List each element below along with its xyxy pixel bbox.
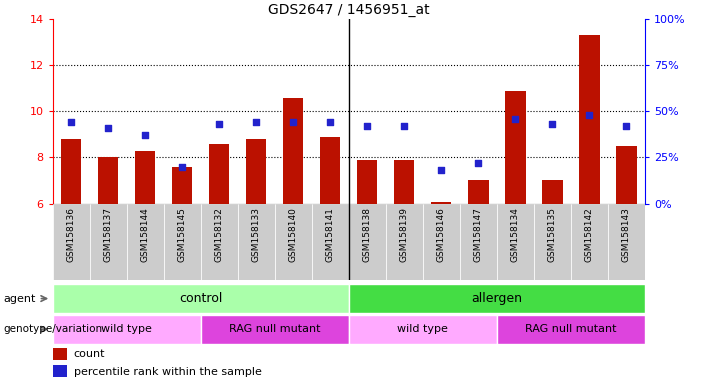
Text: GSM158132: GSM158132 xyxy=(215,207,224,262)
Text: GSM158138: GSM158138 xyxy=(362,207,372,262)
Bar xyxy=(163,204,200,280)
Text: GSM158147: GSM158147 xyxy=(474,207,483,262)
Text: GSM158135: GSM158135 xyxy=(548,207,557,262)
Bar xyxy=(238,204,275,280)
Text: GSM158140: GSM158140 xyxy=(289,207,298,262)
Point xyxy=(584,112,595,118)
Text: percentile rank within the sample: percentile rank within the sample xyxy=(74,366,261,377)
Bar xyxy=(209,144,229,204)
Bar xyxy=(320,137,341,204)
Bar xyxy=(200,204,238,280)
Bar xyxy=(349,204,386,280)
Text: RAG null mutant: RAG null mutant xyxy=(525,324,617,334)
Bar xyxy=(571,204,608,280)
Point xyxy=(139,132,151,138)
Bar xyxy=(283,98,304,204)
Point xyxy=(214,121,225,127)
Text: GSM158137: GSM158137 xyxy=(104,207,113,262)
Text: control: control xyxy=(179,292,222,305)
Text: GSM158136: GSM158136 xyxy=(67,207,76,262)
Text: GSM158134: GSM158134 xyxy=(511,207,520,262)
Bar xyxy=(312,204,349,280)
Bar xyxy=(135,151,156,204)
Bar xyxy=(542,180,562,204)
Bar xyxy=(497,315,645,344)
Text: GSM158142: GSM158142 xyxy=(585,207,594,262)
Title: GDS2647 / 1456951_at: GDS2647 / 1456951_at xyxy=(268,3,430,17)
Bar xyxy=(505,91,526,204)
Bar xyxy=(608,204,645,280)
Text: GSM158143: GSM158143 xyxy=(622,207,631,262)
Bar xyxy=(394,160,414,204)
Bar xyxy=(172,167,192,204)
Bar xyxy=(53,284,349,313)
Bar xyxy=(53,365,67,377)
Bar xyxy=(246,139,266,204)
Point xyxy=(621,123,632,129)
Text: wild type: wild type xyxy=(397,324,448,334)
Bar xyxy=(275,204,312,280)
Bar xyxy=(423,204,460,280)
Bar xyxy=(127,204,163,280)
Bar xyxy=(460,204,497,280)
Point xyxy=(102,125,114,131)
Bar xyxy=(386,204,423,280)
Bar xyxy=(98,157,118,204)
Point xyxy=(325,119,336,126)
Bar xyxy=(579,35,599,204)
Text: GSM158139: GSM158139 xyxy=(400,207,409,262)
Point xyxy=(287,119,299,126)
Point xyxy=(510,116,521,122)
Bar xyxy=(357,160,377,204)
Bar xyxy=(468,180,489,204)
Bar xyxy=(534,204,571,280)
Bar xyxy=(90,204,127,280)
Text: GSM158144: GSM158144 xyxy=(141,207,149,262)
Bar xyxy=(349,315,497,344)
Bar xyxy=(53,315,200,344)
Bar xyxy=(497,204,534,280)
Text: GSM158133: GSM158133 xyxy=(252,207,261,262)
Text: agent: agent xyxy=(4,293,36,304)
Text: genotype/variation: genotype/variation xyxy=(4,324,102,334)
Text: wild type: wild type xyxy=(101,324,152,334)
Text: GSM158145: GSM158145 xyxy=(177,207,186,262)
Bar xyxy=(200,315,349,344)
Bar xyxy=(349,284,645,313)
Point xyxy=(436,167,447,174)
Text: RAG null mutant: RAG null mutant xyxy=(229,324,320,334)
Point xyxy=(177,164,188,170)
Point xyxy=(250,119,261,126)
Bar xyxy=(53,348,67,360)
Point xyxy=(65,119,76,126)
Bar xyxy=(616,146,637,204)
Text: GSM158141: GSM158141 xyxy=(326,207,335,262)
Text: allergen: allergen xyxy=(471,292,522,305)
Text: GSM158146: GSM158146 xyxy=(437,207,446,262)
Point xyxy=(362,123,373,129)
Point xyxy=(472,160,484,166)
Point xyxy=(547,121,558,127)
Bar xyxy=(431,202,451,204)
Text: count: count xyxy=(74,349,105,359)
Bar xyxy=(61,139,81,204)
Point xyxy=(399,123,410,129)
Bar xyxy=(53,204,90,280)
